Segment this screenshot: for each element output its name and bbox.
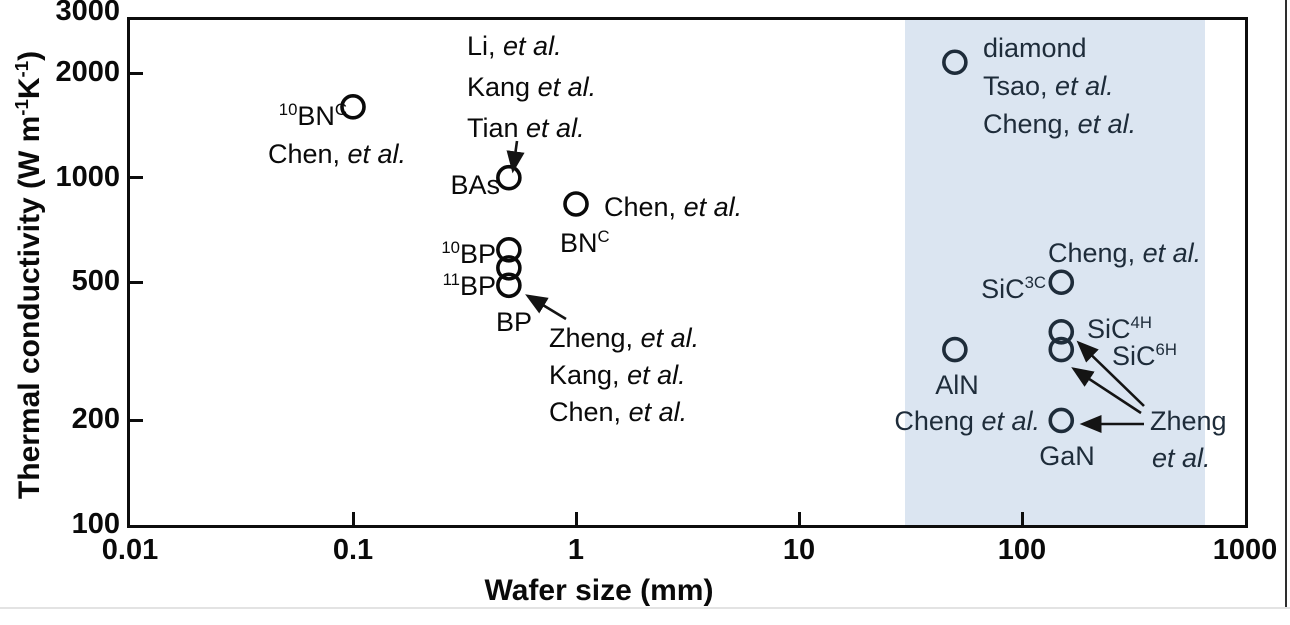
y-tick: [130, 280, 143, 284]
refs-bp-line: Chen, et al.: [549, 396, 688, 427]
ref-gan-cheng-line: Cheng et al.: [894, 406, 1040, 436]
label-10bp-line: 10BP: [441, 238, 496, 269]
marker-10BP: [496, 237, 522, 263]
ref-zheng-1: Zheng: [1150, 402, 1227, 440]
y-tick-label: 500: [71, 265, 120, 298]
label-refs-diamond: diamond Tsao, et al. Cheng, et al.: [983, 29, 1136, 143]
image-bottom-rule: [0, 607, 1290, 609]
ref-bnc-line: Chen, et al.: [604, 192, 743, 222]
marker-AlN: [942, 336, 968, 363]
y-tick-label: 100: [71, 508, 120, 540]
label-11bp: 11BP: [443, 267, 496, 305]
ref-zheng-1-line: Zheng: [1150, 406, 1227, 436]
ref-10bnc: Chen, et al.: [268, 135, 406, 173]
x-tick-label: 1000: [1212, 534, 1278, 566]
label-bp-line: BP: [495, 307, 533, 337]
y-tick-label: 200: [71, 403, 120, 436]
refs-bas-line: Tian et al.: [467, 112, 585, 143]
marker-GaN: [1048, 407, 1075, 434]
ref-bnc: Chen, et al.: [604, 188, 742, 226]
label-sic3c: SiC3C: [981, 270, 1046, 308]
label-sic6h-line: SiC6H: [1112, 340, 1177, 371]
label-10bnc: 10BNC: [279, 97, 347, 135]
refs-bp: Zheng, et al. Kang, et al. Chen, et al.: [549, 320, 699, 431]
x-tick: [797, 512, 801, 525]
x-tick-label: 0.01: [101, 534, 159, 566]
x-tick-label: 0.1: [332, 534, 374, 566]
label-refs-diamond-line: Cheng, et al.: [983, 109, 1137, 139]
marker-SiC(6H): [1048, 336, 1075, 363]
plot-area: [127, 17, 1248, 528]
marker-BP: [496, 272, 522, 299]
refs-bp-line: Kang, et al.: [549, 359, 686, 390]
label-aln-line: AlN: [935, 370, 979, 400]
label-gan: GaN: [1039, 437, 1095, 475]
refs-bp-line: Zheng, et al.: [549, 322, 700, 353]
refs-bas-line: Li, et al.: [467, 30, 562, 61]
ref-zheng-2-line: et al.: [1152, 443, 1211, 473]
marker-10BN(C): [340, 94, 366, 120]
x-tick-label: 100: [997, 534, 1047, 566]
label-bnc-line: BNC: [560, 227, 610, 258]
label-refs-diamond-line: Tsao, et al.: [983, 71, 1114, 101]
arrow-to-sic4h: [1076, 340, 1145, 407]
refs-bas-line: Kang et al.: [467, 71, 597, 102]
marker-SiC(3C): [1048, 269, 1075, 296]
label-10bnc-line: 10BNC: [278, 100, 347, 131]
y-tick: [130, 71, 143, 75]
label-sic6h: SiC6H: [1112, 337, 1177, 375]
x-axis-title: Wafer size (mm): [484, 574, 714, 607]
label-sic3c-line: SiC3C: [981, 273, 1046, 304]
image-right-border: [1285, 0, 1287, 609]
x-tick: [351, 512, 355, 525]
marker-BAs: [496, 164, 522, 191]
y-tick-label: 2000: [55, 56, 120, 89]
marker-diamond: [942, 49, 968, 76]
label-bnc: BNC: [560, 224, 610, 262]
label-11bp-line: 11BP: [442, 270, 496, 301]
label-sic4h: SiC4H: [1087, 310, 1152, 348]
marker-BN(C): [563, 191, 589, 217]
arrow-to-sic6h: [1071, 367, 1142, 415]
ref-sic3c-line: Cheng, et al.: [1048, 238, 1202, 268]
x-tick: [574, 512, 578, 525]
y-tick-label: 1000: [55, 160, 120, 193]
label-sic4h-line: SiC4H: [1087, 313, 1152, 344]
ref-zheng-2: et al.: [1152, 439, 1211, 477]
arrow-to-bp: [525, 294, 567, 321]
label-aln: AlN: [935, 366, 979, 404]
label-10bp: 10BP: [441, 235, 496, 273]
y-tick: [130, 176, 143, 180]
marker-11BP: [496, 255, 522, 281]
label-bas-line: BAs: [450, 170, 500, 200]
x-tick-label: 10: [782, 534, 816, 566]
y-tick-label: 3000: [55, 0, 120, 27]
label-bas: BAs: [450, 166, 500, 204]
y-tick: [130, 418, 143, 422]
x-tick: [1020, 512, 1024, 525]
x-tick-label: 1: [567, 534, 585, 566]
refs-bas: Li, et al. Kang et al. Tian et al.: [467, 26, 596, 149]
label-gan-line: GaN: [1039, 441, 1095, 471]
label-bp: BP: [496, 303, 532, 341]
ref-sic3c: Cheng, et al.: [1048, 234, 1201, 272]
label-refs-diamond-line: diamond: [983, 33, 1087, 63]
ref-10bnc-line: Chen, et al.: [267, 139, 407, 169]
ref-gan-cheng: Cheng et al.: [894, 402, 1040, 440]
arrow-to-bas: [506, 140, 525, 174]
marker-SiC(4H): [1048, 318, 1075, 345]
